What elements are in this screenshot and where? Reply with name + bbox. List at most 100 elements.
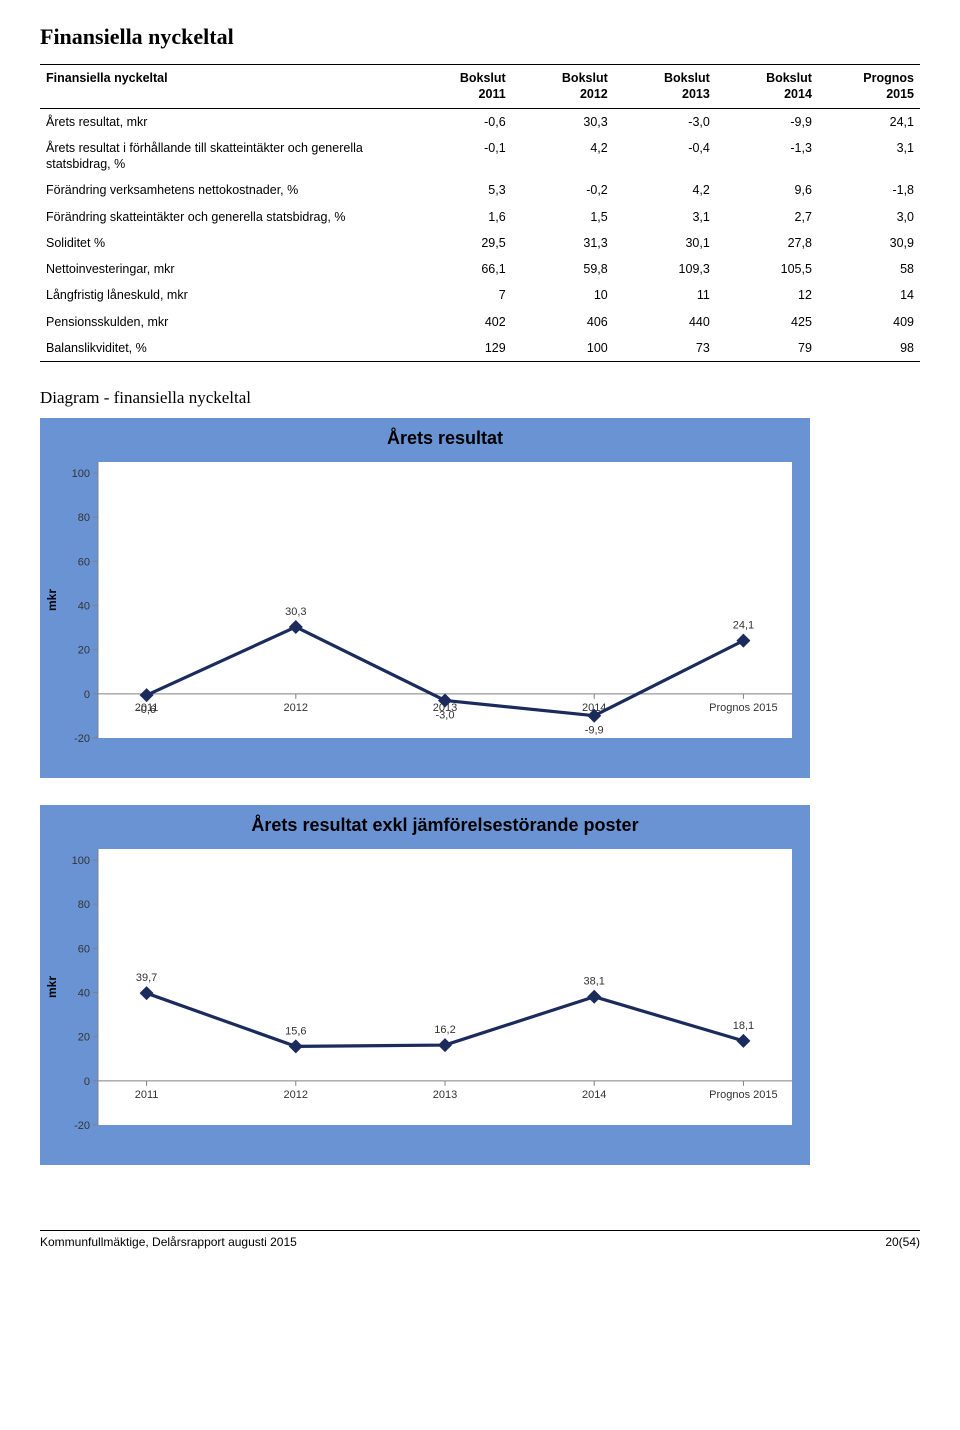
row-value: 1,6 — [410, 204, 512, 230]
svg-text:2012: 2012 — [284, 702, 308, 714]
svg-text:mkr: mkr — [45, 589, 59, 611]
svg-text:-20: -20 — [74, 733, 90, 745]
col-header: Bokslut2012 — [512, 65, 614, 109]
row-value: 30,3 — [512, 108, 614, 135]
row-label: Nettoinvesteringar, mkr — [40, 256, 410, 282]
svg-text:0: 0 — [84, 1076, 90, 1088]
row-value: 7 — [410, 282, 512, 308]
row-value: 12 — [716, 282, 818, 308]
row-value: 98 — [818, 335, 920, 362]
svg-text:15,6: 15,6 — [285, 1025, 306, 1037]
svg-text:-3,0: -3,0 — [436, 709, 455, 721]
svg-text:39,7: 39,7 — [136, 972, 157, 984]
row-value: -0,1 — [410, 135, 512, 178]
row-value: -9,9 — [716, 108, 818, 135]
row-value: 30,1 — [614, 230, 716, 256]
row-value: 3,1 — [818, 135, 920, 178]
row-value: 105,5 — [716, 256, 818, 282]
chart-arets-resultat-exkl: -200204060801002011201220132014Prognos 2… — [40, 805, 920, 1170]
row-value: -0,2 — [512, 177, 614, 203]
svg-text:100: 100 — [72, 855, 90, 867]
row-value: 425 — [716, 309, 818, 335]
svg-text:Prognos 2015: Prognos 2015 — [709, 702, 778, 714]
footer-doc-title: Kommunfullmäktige, Delårsrapport augusti… — [40, 1235, 297, 1249]
row-value: 24,1 — [818, 108, 920, 135]
row-label: Årets resultat, mkr — [40, 108, 410, 135]
row-label: Soliditet % — [40, 230, 410, 256]
svg-text:16,2: 16,2 — [434, 1024, 455, 1036]
svg-text:38,1: 38,1 — [583, 976, 604, 988]
page-footer: Kommunfullmäktige, Delårsrapport augusti… — [40, 1235, 920, 1255]
row-label: Långfristig låneskuld, mkr — [40, 282, 410, 308]
svg-text:mkr: mkr — [45, 976, 59, 998]
col-header: Prognos2015 — [818, 65, 920, 109]
row-value: 100 — [512, 335, 614, 362]
col-header-text: Finansiella nyckeltal — [46, 71, 168, 85]
col-header: Bokslut2014 — [716, 65, 818, 109]
svg-text:18,1: 18,1 — [733, 1020, 754, 1032]
svg-text:Prognos 2015: Prognos 2015 — [709, 1089, 778, 1101]
row-label: Förändring verksamhetens nettokostnader,… — [40, 177, 410, 203]
col-header: Bokslut2013 — [614, 65, 716, 109]
row-value: 66,1 — [410, 256, 512, 282]
table-header-row: Finansiella nyckeltal Bokslut2011 Bokslu… — [40, 65, 920, 109]
row-value: 73 — [614, 335, 716, 362]
footer-separator — [40, 1230, 920, 1231]
svg-text:2014: 2014 — [582, 1089, 606, 1101]
svg-text:30,3: 30,3 — [285, 606, 306, 618]
svg-text:2012: 2012 — [284, 1089, 308, 1101]
svg-text:40: 40 — [78, 601, 90, 613]
svg-text:40: 40 — [78, 988, 90, 1000]
table-row: Årets resultat, mkr-0,630,3-3,0-9,924,1 — [40, 108, 920, 135]
chart-arets-resultat: -200204060801002011201220132014Prognos 2… — [40, 418, 920, 783]
svg-text:20: 20 — [78, 645, 90, 657]
table-row: Förändring skatteintäkter och generella … — [40, 204, 920, 230]
row-label: Balanslikviditet, % — [40, 335, 410, 362]
row-value: 10 — [512, 282, 614, 308]
svg-text:-9,9: -9,9 — [585, 725, 604, 737]
row-value: 9,6 — [716, 177, 818, 203]
svg-text:Årets resultat exkl jämförelse: Årets resultat exkl jämförelsestörande p… — [251, 815, 638, 835]
col-header-label: Finansiella nyckeltal — [40, 65, 410, 109]
row-label: Förändring skatteintäkter och generella … — [40, 204, 410, 230]
svg-text:60: 60 — [78, 556, 90, 568]
row-value: -0,4 — [614, 135, 716, 178]
svg-text:60: 60 — [78, 943, 90, 955]
row-value: -1,3 — [716, 135, 818, 178]
svg-text:Årets resultat: Årets resultat — [387, 428, 503, 448]
row-value: 109,3 — [614, 256, 716, 282]
table-row: Pensionsskulden, mkr402406440425409 — [40, 309, 920, 335]
row-value: 27,8 — [716, 230, 818, 256]
row-value: 14 — [818, 282, 920, 308]
row-label: Årets resultat i förhållande till skatte… — [40, 135, 410, 178]
table-row: Balanslikviditet, %129100737998 — [40, 335, 920, 362]
svg-text:-0,6: -0,6 — [137, 704, 156, 716]
row-value: 409 — [818, 309, 920, 335]
page-title: Finansiella nyckeltal — [40, 24, 920, 50]
table-row: Soliditet %29,531,330,127,830,9 — [40, 230, 920, 256]
table-row: Årets resultat i förhållande till skatte… — [40, 135, 920, 178]
diagram-heading: Diagram - finansiella nyckeltal — [40, 388, 920, 408]
row-value: -3,0 — [614, 108, 716, 135]
table-row: Långfristig låneskuld, mkr710111214 — [40, 282, 920, 308]
row-value: 79 — [716, 335, 818, 362]
table-row: Förändring verksamhetens nettokostnader,… — [40, 177, 920, 203]
svg-text:-20: -20 — [74, 1120, 90, 1132]
svg-text:2013: 2013 — [433, 1089, 457, 1101]
row-value: -1,8 — [818, 177, 920, 203]
row-value: 3,1 — [614, 204, 716, 230]
row-value: 440 — [614, 309, 716, 335]
col-header: Bokslut2011 — [410, 65, 512, 109]
row-value: 30,9 — [818, 230, 920, 256]
row-value: 406 — [512, 309, 614, 335]
row-value: -0,6 — [410, 108, 512, 135]
row-value: 3,0 — [818, 204, 920, 230]
row-value: 2,7 — [716, 204, 818, 230]
row-value: 29,5 — [410, 230, 512, 256]
svg-text:80: 80 — [78, 512, 90, 524]
row-value: 129 — [410, 335, 512, 362]
row-value: 402 — [410, 309, 512, 335]
row-value: 58 — [818, 256, 920, 282]
row-value: 4,2 — [512, 135, 614, 178]
row-value: 1,5 — [512, 204, 614, 230]
